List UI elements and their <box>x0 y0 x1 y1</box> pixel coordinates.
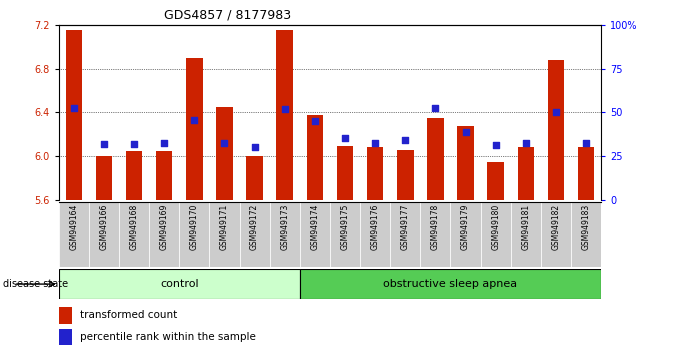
Text: GDS4857 / 8177983: GDS4857 / 8177983 <box>164 9 292 22</box>
Bar <box>571 202 601 267</box>
Bar <box>59 329 72 345</box>
Bar <box>149 202 179 267</box>
Text: GSM949180: GSM949180 <box>491 204 500 250</box>
Bar <box>216 107 233 200</box>
Bar <box>330 202 360 267</box>
Bar <box>126 151 142 200</box>
Text: GSM949179: GSM949179 <box>461 204 470 250</box>
Point <box>370 140 381 146</box>
Point <box>129 141 140 147</box>
Bar <box>360 202 390 267</box>
Bar <box>420 202 451 267</box>
Text: GSM949183: GSM949183 <box>582 204 591 250</box>
Text: transformed count: transformed count <box>79 310 177 320</box>
Point <box>219 140 230 146</box>
Point <box>279 106 290 112</box>
Text: GSM949174: GSM949174 <box>310 204 319 250</box>
Point <box>159 140 170 146</box>
Bar <box>66 30 82 200</box>
Bar <box>548 60 565 200</box>
Bar <box>457 126 474 200</box>
Bar <box>156 151 173 200</box>
Bar <box>487 162 504 200</box>
Bar <box>89 202 119 267</box>
Point <box>490 142 501 148</box>
Bar <box>541 202 571 267</box>
Bar <box>300 202 330 267</box>
Bar <box>209 202 240 267</box>
Point <box>460 129 471 135</box>
Bar <box>367 147 384 200</box>
Text: GSM949181: GSM949181 <box>521 204 530 250</box>
Bar <box>269 202 300 267</box>
Text: GSM949171: GSM949171 <box>220 204 229 250</box>
Bar <box>240 202 269 267</box>
Point <box>520 140 531 146</box>
Text: GSM949173: GSM949173 <box>281 204 290 250</box>
Text: GSM949176: GSM949176 <box>370 204 379 250</box>
Bar <box>481 202 511 267</box>
Text: GSM949168: GSM949168 <box>130 204 139 250</box>
Text: percentile rank within the sample: percentile rank within the sample <box>79 332 256 342</box>
Bar <box>59 202 89 267</box>
Text: GSM949177: GSM949177 <box>401 204 410 250</box>
Bar <box>59 307 72 324</box>
Point <box>68 105 79 111</box>
Point <box>551 110 562 115</box>
Bar <box>427 118 444 200</box>
Bar <box>390 202 420 267</box>
Bar <box>276 30 293 200</box>
Point <box>189 117 200 123</box>
Text: control: control <box>160 279 198 289</box>
Text: GSM949172: GSM949172 <box>250 204 259 250</box>
Text: GSM949166: GSM949166 <box>100 204 108 250</box>
Bar <box>119 202 149 267</box>
Text: GSM949169: GSM949169 <box>160 204 169 250</box>
Bar <box>300 269 601 299</box>
Point <box>400 137 411 143</box>
Point <box>310 118 321 124</box>
Text: obstructive sleep apnea: obstructive sleep apnea <box>384 279 518 289</box>
Text: GSM949170: GSM949170 <box>190 204 199 250</box>
Bar <box>59 269 300 299</box>
Text: GSM949182: GSM949182 <box>551 204 560 250</box>
Bar <box>337 146 353 200</box>
Text: GSM949175: GSM949175 <box>341 204 350 250</box>
Bar <box>186 58 202 200</box>
Text: GSM949164: GSM949164 <box>69 204 78 250</box>
Point <box>339 135 350 141</box>
Bar <box>397 150 414 200</box>
Text: disease state: disease state <box>3 279 68 289</box>
Text: GSM949178: GSM949178 <box>431 204 440 250</box>
Point <box>430 105 441 111</box>
Bar <box>451 202 481 267</box>
Point <box>98 141 109 147</box>
Point <box>249 145 260 150</box>
Bar <box>518 147 534 200</box>
Bar <box>511 202 541 267</box>
Bar <box>179 202 209 267</box>
Point <box>580 140 591 146</box>
Bar <box>307 115 323 200</box>
Bar <box>578 147 594 200</box>
Bar <box>95 156 112 200</box>
Bar <box>246 156 263 200</box>
